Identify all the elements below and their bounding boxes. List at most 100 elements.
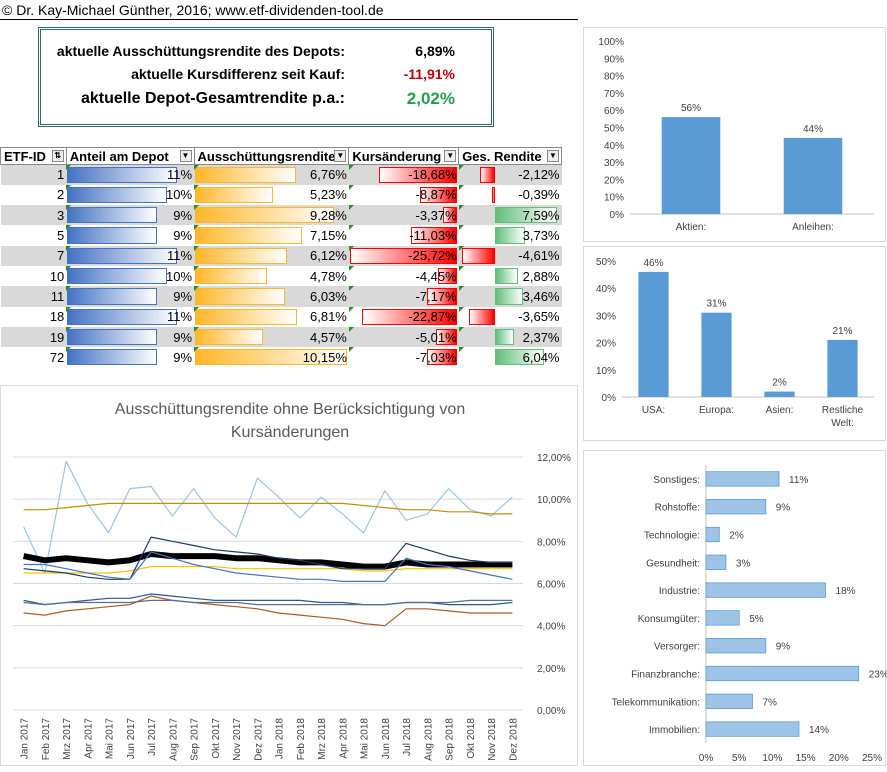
- series-line: [23, 599, 513, 606]
- category-label: Versorger:: [654, 642, 700, 653]
- cell-marker-icon: [66, 245, 72, 251]
- header-change[interactable]: Kursänderung ▼: [348, 147, 460, 165]
- y-tick-label: 40%: [604, 141, 624, 152]
- y-tick-label: 50%: [604, 124, 624, 135]
- header-yield[interactable]: Ausschüttungsrendite ▼: [193, 147, 350, 165]
- bar: [783, 137, 843, 214]
- copyright-text: © Dr. Kay-Michael Günther, 2016; www.etf…: [2, 2, 384, 18]
- x-tick-label: Jun 2018: [381, 718, 392, 760]
- data-label: 21%: [832, 326, 852, 337]
- total-value: 2,02%: [406, 89, 455, 108]
- category-label: Sonstiges:: [653, 475, 700, 486]
- table-row: 3 9% 9,28% -3,37% 7,59%: [0, 205, 562, 226]
- header-share[interactable]: Anteil am Depot ▼: [65, 147, 195, 165]
- total-databar-positive: [494, 328, 515, 346]
- share-databar: [67, 328, 158, 346]
- data-label: 14%: [809, 725, 829, 736]
- cell-share: 9%: [66, 326, 195, 348]
- y-tick-label: 6,00%: [537, 580, 565, 591]
- x-tick-label: Okt 2018: [466, 718, 477, 759]
- header-etf-id[interactable]: ETF-ID ⇅: [0, 147, 67, 165]
- x-tick-label: Jul 2018: [402, 718, 413, 756]
- x-tick-label: Aug 2017: [168, 718, 179, 761]
- total-databar-positive: [494, 267, 519, 285]
- cell-etf-id: 10: [49, 268, 65, 284]
- y-tick-label: 8,00%: [537, 537, 565, 548]
- y-tick-label: 0%: [610, 210, 625, 221]
- cell-etf-id: 3: [0, 205, 67, 226]
- cell-marker-icon: [194, 306, 200, 312]
- category-label: Rohstoffe:: [655, 503, 700, 514]
- cell-share: 10%: [66, 265, 194, 286]
- yield-value: 6,89%: [415, 43, 455, 59]
- x-tick-label: 25%: [862, 753, 882, 764]
- total-databar-positive: [494, 288, 523, 305]
- cell-total: 7,59%: [458, 205, 562, 226]
- category-label: Technologie:: [644, 531, 700, 542]
- y-tick-label: 0%: [602, 393, 617, 404]
- header-total[interactable]: Ges. Rendite ▼: [458, 147, 562, 165]
- cell-total: -3,65%: [458, 306, 562, 327]
- kpi-summary-box: aktuelle Ausschüttungsrendite des Depots…: [38, 27, 494, 127]
- cell-change: -4,45%: [348, 265, 459, 286]
- x-tick-label: Feb 2017: [41, 718, 52, 761]
- yield-databar: [195, 247, 287, 264]
- cell-marker-icon: [458, 326, 464, 332]
- yield-line-chart: Ausschüttungsrendite ohne Berücksichtigu…: [13, 401, 571, 761]
- cell-marker-icon: [66, 205, 72, 211]
- filter-icon[interactable]: ▼: [334, 150, 347, 162]
- x-tick-label: Jan 2018: [275, 718, 286, 760]
- cell-total: -2,12%: [458, 164, 562, 185]
- cell-marker-icon: [348, 306, 354, 312]
- series-line: [23, 551, 513, 582]
- yield-databar: [195, 267, 267, 285]
- yield-databar: [195, 328, 264, 346]
- cell-change: -25,72%: [348, 245, 459, 266]
- change-databar: [427, 349, 457, 366]
- category-label: Europa:: [699, 405, 734, 416]
- cell-marker-icon: [194, 347, 200, 353]
- cell-marker-icon: [348, 265, 354, 271]
- total-label: aktuelle Depot-Gesamtrendite p.a.:: [80, 90, 345, 107]
- cell-share: 9%: [66, 286, 195, 307]
- data-label: 46%: [643, 258, 663, 269]
- sort-filter-icon[interactable]: ⇅: [51, 150, 64, 162]
- series-line: [23, 566, 513, 574]
- series-line: [23, 502, 513, 515]
- x-tick-label: Feb 2018: [296, 718, 307, 761]
- x-tick-label: Mrz 2018: [317, 718, 328, 760]
- cell-marker-icon: [66, 165, 72, 170]
- data-label: 31%: [706, 299, 726, 310]
- yield-databar: [195, 186, 274, 204]
- table-row: 10 10% 4,78% -4,45% 2,88%: [1, 265, 562, 286]
- x-tick-label: Mai 2017: [105, 718, 116, 760]
- cell-marker-icon: [66, 286, 72, 292]
- y-tick-label: 10,00%: [537, 495, 571, 506]
- category-label: Finanzbranche:: [631, 670, 700, 681]
- cell-marker-icon: [66, 306, 72, 312]
- bar: [705, 721, 800, 737]
- cell-etf-id: 18: [49, 309, 65, 325]
- cell-marker-icon: [348, 326, 354, 332]
- share-databar: [67, 167, 178, 183]
- filter-icon[interactable]: ▼: [179, 150, 192, 162]
- cell-marker-icon: [458, 225, 464, 231]
- cell-marker-icon: [458, 306, 464, 312]
- change-databar: [442, 207, 457, 224]
- data-label: 2%: [729, 531, 744, 542]
- category-label: Telekommunikation:: [612, 697, 700, 708]
- filter-icon[interactable]: ▼: [547, 150, 559, 162]
- total-databar-negative: [479, 167, 495, 183]
- x-tick-label: Jan 2017: [20, 718, 31, 760]
- cell-change: -18,68%: [348, 164, 459, 185]
- cell-total: -4,61%: [458, 245, 562, 266]
- yield-databar: [195, 349, 348, 366]
- bar: [638, 271, 669, 397]
- yield-databar: [195, 288, 286, 305]
- bar: [705, 693, 753, 709]
- cell-marker-icon: [194, 326, 200, 332]
- table-row: 2 10% 5,23% -8,87% -0,39%: [1, 184, 562, 205]
- category-label: Immobilien:: [649, 725, 700, 736]
- filter-icon[interactable]: ▼: [444, 150, 457, 162]
- change-databar: [378, 167, 457, 183]
